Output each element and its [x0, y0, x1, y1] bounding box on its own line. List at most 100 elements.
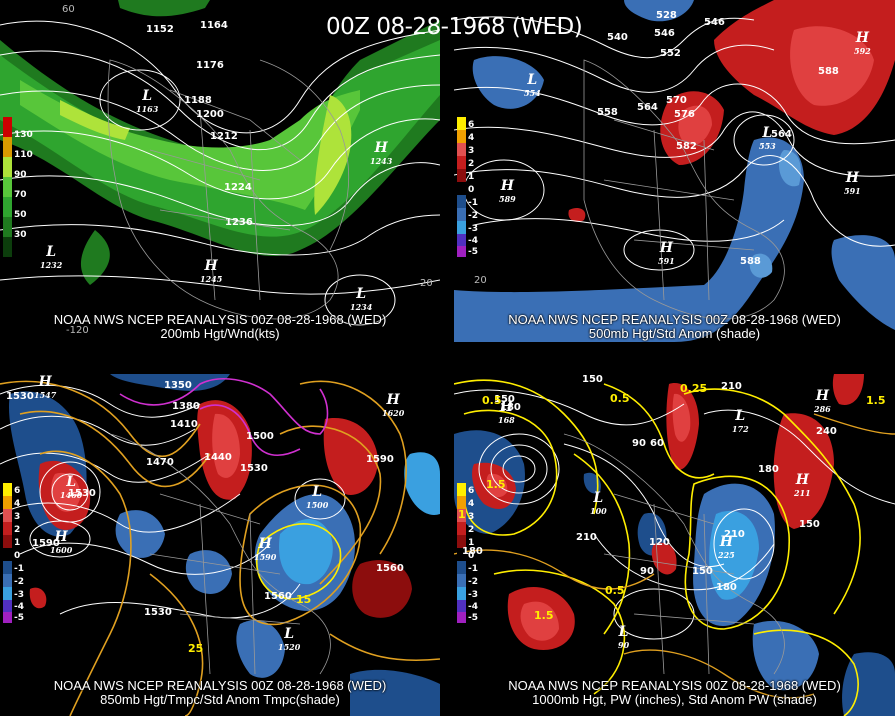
contour-label: 180 — [716, 582, 737, 593]
legend-tick: 4 — [468, 133, 475, 143]
contour-label: 210 — [576, 532, 597, 543]
legend-tick: 3 — [468, 512, 475, 522]
panel-subcaption: 850mb Hgt/Tmpc/Std Anom Tmpc(shade) — [100, 692, 340, 707]
pressure-center: L 553 — [759, 125, 776, 151]
contour-label: 1590 — [32, 538, 60, 549]
legend-tick: 90 — [14, 170, 27, 180]
contour-label: 1188 — [184, 95, 212, 106]
legend-tick: 1 — [468, 172, 475, 182]
legend-tick: 0 — [14, 551, 21, 561]
legend-tick: -2 — [468, 211, 478, 221]
pressure-center: H 589 — [499, 178, 516, 204]
legend-tick: 6 — [14, 486, 21, 496]
pw-label: 1.5 — [866, 394, 886, 407]
temp-label: 15 — [296, 593, 312, 606]
lon-tick: -120 — [66, 325, 89, 336]
contour-label: 150 — [692, 566, 713, 577]
legend-tick: 0 — [468, 185, 475, 195]
pressure-center: H 168 — [498, 399, 515, 425]
lat-tick: 20 — [420, 278, 433, 289]
panel-500mb: 6 4 3 2 1 0 -1 -2 -3 -4 -5 528 540 546 5… — [454, 0, 895, 342]
pressure-center: H 592 — [854, 30, 871, 56]
legend-tick: -4 — [14, 602, 24, 612]
contour-label: 1212 — [210, 131, 238, 142]
contour-label: 528 — [656, 10, 677, 21]
contour-label: 1350 — [164, 380, 192, 391]
pressure-center: L 554 — [524, 72, 541, 98]
contour-label: 1200 — [196, 109, 224, 120]
legend-tick: 130 — [14, 130, 33, 140]
pw-label: 1.5 — [534, 609, 554, 622]
pressure-center: H 225 — [718, 534, 735, 560]
legend-std-anom: 6 4 3 2 1 0 -1 -2 -3 -4 -5 — [454, 483, 490, 623]
legend-tick: -3 — [14, 590, 24, 600]
legend-tick: 2 — [14, 525, 21, 535]
panel-caption: NOAA NWS NCEP REANALYSIS 00Z 08-28-1968 … — [508, 678, 841, 693]
contour-label: 546 — [704, 17, 725, 28]
contour-label: 1590 — [366, 454, 394, 465]
contour-label: 90 — [640, 566, 654, 577]
legend-tick: -2 — [468, 577, 478, 587]
contour-label: 1560 — [376, 563, 404, 574]
contour-label: 558 — [597, 107, 618, 118]
legend-tick: 6 — [468, 486, 475, 496]
main-title: 00Z 08-28-1968 (WED) — [326, 14, 583, 40]
pressure-center: H 286 — [814, 388, 831, 414]
lat-tick: 20 — [474, 275, 487, 286]
contour-label: 540 — [607, 32, 628, 43]
legend-tick: 1 — [468, 538, 475, 548]
panel-subcaption: 1000mb Hgt, PW (inches), Std Anom PW (sh… — [532, 692, 817, 707]
legend-tick: -1 — [14, 564, 24, 574]
pressure-center: H 1620 — [382, 392, 405, 418]
contour-label: 1500 — [246, 431, 274, 442]
pressure-center: H 591 — [844, 170, 861, 196]
contour-label: 1530 — [68, 488, 96, 499]
legend-tick: -4 — [468, 602, 478, 612]
contour-label: 1152 — [146, 24, 174, 35]
pressure-center: L 1234 — [350, 286, 373, 312]
legend-tick: 70 — [14, 190, 27, 200]
panel-850mb: 6 4 3 2 1 0 -1 -2 -3 -4 -5 1320 1350 1 3 8… — [0, 374, 440, 716]
pressure-center: H 211 — [794, 472, 811, 498]
contour-label: 120 — [649, 537, 670, 548]
pressure-center: L 1232 — [40, 244, 63, 270]
pressure-center: H 1600 — [50, 529, 73, 555]
pw-label: 0.5 — [610, 392, 630, 405]
panel-caption: NOAA NWS NCEP REANALYSIS 00Z 08-28-1968 … — [53, 678, 387, 693]
contour-label: 576 — [674, 109, 695, 120]
legend-tick: 3 — [14, 512, 21, 522]
legend-tick: 30 — [14, 230, 27, 240]
contour-label: 180 — [462, 546, 483, 557]
pressure-center: H 1590 — [254, 536, 277, 562]
contour-label: 240 — [816, 426, 837, 437]
contour-label: 1410 — [170, 419, 198, 430]
pressure-center: L 172 — [732, 408, 749, 434]
legend-tick: -3 — [468, 590, 478, 600]
panel-caption: NOAA NWS NCEP REANALYSIS 00Z 08-28-1968 … — [53, 312, 387, 327]
contour-label: 1320 — [164, 374, 192, 377]
contour-label: 1224 — [224, 182, 252, 193]
contour-label: 1470 — [146, 457, 174, 468]
contour-label: 1530 — [6, 391, 34, 402]
contour-label: 1530 — [144, 607, 172, 618]
legend-tick: 2 — [468, 159, 475, 169]
contour-label: 588 — [740, 256, 761, 267]
legend-std-anom: 6 4 3 2 1 0 -1 -2 -3 -4 -5 — [0, 483, 36, 623]
pw-label: 0.5 — [482, 394, 502, 407]
pressure-center: L 100 — [590, 490, 607, 516]
contour-label: 210 — [724, 529, 745, 540]
pw-label: 1.5 — [486, 478, 506, 491]
legend-tick: -5 — [468, 247, 478, 257]
legend-tick: -1 — [468, 198, 478, 208]
contour-label: 564 — [771, 129, 792, 140]
contour-label: 90 — [632, 438, 646, 449]
legend-tick: 4 — [468, 499, 475, 509]
contour-label: 564 — [637, 102, 658, 113]
legend-tick: 1 — [14, 538, 21, 548]
pressure-center: H 591 — [658, 240, 675, 266]
legend-tick: 50 — [14, 210, 27, 220]
map-200mb — [0, 0, 440, 342]
legend-tick: 3 — [468, 146, 475, 156]
panel-caption: NOAA NWS NCEP REANALYSIS 00Z 08-28-1968 … — [508, 312, 841, 327]
panel-subcaption: 200mb Hgt/Wnd(kts) — [160, 326, 280, 341]
